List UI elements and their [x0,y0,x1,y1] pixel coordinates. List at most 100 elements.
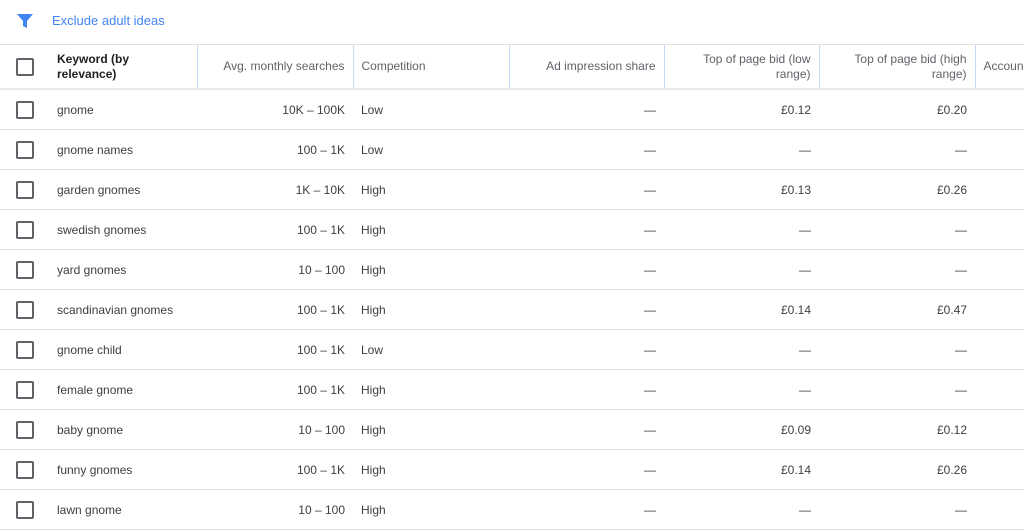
cell-top-bid-high: — [819,329,975,370]
header-ad-impression-share[interactable]: Ad impression share [509,45,665,90]
table-row: gnome child 100 – 1K Low — — — [0,329,1024,370]
cell-account [975,249,1024,290]
cell-competition: High [353,409,509,450]
row-checkbox[interactable] [15,460,34,479]
cell-avg-monthly-searches: 100 – 1K [197,329,353,370]
cell-competition: High [353,489,509,530]
toolbar: Exclude adult ideas [0,0,1024,45]
table-row: gnome names 100 – 1K Low — — — [0,129,1024,170]
row-checkbox[interactable] [15,220,34,239]
cell-top-bid-low: £0.14 [664,449,819,490]
cell-top-bid-high: — [819,129,975,170]
cell-top-bid-high: £0.47 [819,289,975,330]
cell-keyword: baby gnome [49,409,197,450]
cell-top-bid-low: £0.13 [664,169,819,210]
row-checkbox[interactable] [15,500,34,519]
row-checkbox[interactable] [15,300,34,319]
cell-ad-impression-share: — [509,289,664,330]
cell-competition: Low [353,129,509,170]
cell-avg-monthly-searches: 100 – 1K [197,209,353,250]
header-top-bid-high[interactable]: Top of page bid (high range) [819,45,976,90]
table-row: baby gnome 10 – 100 High — £0.09 £0.12 [0,409,1024,450]
cell-competition: High [353,169,509,210]
cell-avg-monthly-searches: 100 – 1K [197,449,353,490]
cell-keyword: lawn gnome [49,489,197,530]
cell-ad-impression-share: — [509,249,664,290]
cell-keyword: gnome names [49,129,197,170]
cell-keyword: gnome [49,89,197,130]
cell-top-bid-high: — [819,249,975,290]
cell-ad-impression-share: — [509,169,664,210]
cell-account [975,209,1024,250]
cell-competition: Low [353,89,509,130]
row-checkbox[interactable] [15,140,34,159]
row-checkbox[interactable] [15,100,34,119]
cell-ad-impression-share: — [509,489,664,530]
cell-top-bid-low: — [664,249,819,290]
cell-ad-impression-share: — [509,329,664,370]
row-checkbox[interactable] [15,380,34,399]
table-row: gnome 10K – 100K Low — £0.12 £0.20 [0,89,1024,130]
cell-keyword: garden gnomes [49,169,197,210]
cell-top-bid-high: £0.26 [819,449,975,490]
cell-ad-impression-share: — [509,89,664,130]
table-row: lawn gnome 10 – 100 High — — — [0,489,1024,530]
select-all-checkbox[interactable] [15,57,34,76]
cell-avg-monthly-searches: 1K – 10K [197,169,353,210]
cell-competition: High [353,249,509,290]
row-checkbox[interactable] [15,420,34,439]
cell-avg-monthly-searches: 100 – 1K [197,129,353,170]
cell-account [975,289,1024,330]
cell-top-bid-high: £0.26 [819,169,975,210]
row-checkbox[interactable] [15,260,34,279]
cell-top-bid-high: — [819,209,975,250]
cell-avg-monthly-searches: 100 – 1K [197,289,353,330]
table-row: funny gnomes 100 – 1K High — £0.14 £0.26 [0,449,1024,490]
cell-top-bid-low: — [664,329,819,370]
exclude-adult-ideas-link[interactable]: Exclude adult ideas [52,13,165,28]
cell-ad-impression-share: — [509,369,664,410]
cell-account [975,169,1024,210]
cell-avg-monthly-searches: 10 – 100 [197,409,353,450]
filter-icon[interactable] [16,12,34,30]
header-keyword[interactable]: Keyword (by relevance) [49,45,198,90]
header-account[interactable]: Accoun [975,45,1024,90]
cell-keyword: gnome child [49,329,197,370]
cell-ad-impression-share: — [509,209,664,250]
table-row: scandinavian gnomes 100 – 1K High — £0.14 £0.… [0,289,1024,330]
cell-top-bid-low: — [664,489,819,530]
table-row: yard gnomes 10 – 100 High — — — [0,249,1024,290]
cell-top-bid-low: £0.14 [664,289,819,330]
cell-top-bid-low: £0.09 [664,409,819,450]
cell-ad-impression-share: — [509,129,664,170]
row-checkbox[interactable] [15,340,34,359]
cell-keyword: scandinavian gnomes [49,289,197,330]
cell-keyword: swedish gnomes [49,209,197,250]
cell-account [975,489,1024,530]
cell-competition: High [353,449,509,490]
table-row: female gnome 100 – 1K High — — — [0,369,1024,410]
cell-competition: High [353,289,509,330]
cell-account [975,369,1024,410]
cell-ad-impression-share: — [509,449,664,490]
cell-competition: High [353,369,509,410]
header-top-bid-low[interactable]: Top of page bid (low range) [664,45,820,90]
cell-top-bid-high: £0.12 [819,409,975,450]
cell-competition: High [353,209,509,250]
cell-avg-monthly-searches: 10 – 100 [197,489,353,530]
cell-avg-monthly-searches: 100 – 1K [197,369,353,410]
cell-keyword: yard gnomes [49,249,197,290]
cell-top-bid-low: — [664,209,819,250]
header-competition[interactable]: Competition [353,45,510,90]
row-checkbox[interactable] [15,180,34,199]
cell-top-bid-low: — [664,129,819,170]
table-row: garden gnomes 1K – 10K High — £0.13 £0.26 [0,169,1024,210]
cell-account [975,329,1024,370]
cell-competition: Low [353,329,509,370]
cell-top-bid-low: £0.12 [664,89,819,130]
header-avg-monthly-searches[interactable]: Avg. monthly searches [197,45,354,90]
cell-account [975,409,1024,450]
keyword-table: Keyword (by relevance) Avg. monthly searc… [0,45,1024,530]
cell-account [975,129,1024,170]
cell-avg-monthly-searches: 10 – 100 [197,249,353,290]
